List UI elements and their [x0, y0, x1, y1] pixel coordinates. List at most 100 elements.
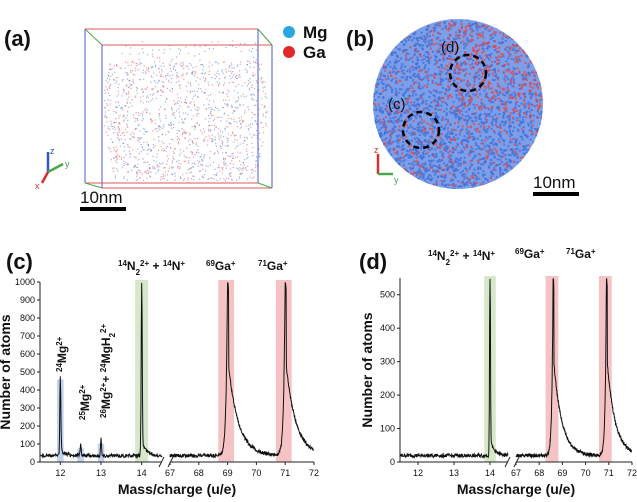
atom-dot — [394, 119, 396, 122]
atom-dot — [136, 175, 138, 177]
atom-dot — [117, 127, 120, 129]
atom-dot — [239, 173, 241, 175]
atom-dot — [192, 70, 194, 72]
atom-dot — [212, 139, 214, 141]
atom-dot — [479, 168, 482, 170]
atom-dot — [487, 74, 490, 77]
atom-dot — [118, 122, 120, 124]
atom-dot — [123, 119, 125, 121]
atom-dot — [507, 115, 510, 118]
atom-dot — [514, 72, 517, 75]
atom-dot — [447, 167, 450, 170]
atom-dot — [216, 72, 218, 74]
atom-dot — [137, 69, 139, 71]
atom-dot — [455, 110, 458, 113]
atom-dot — [234, 110, 236, 112]
atom-dot — [228, 99, 230, 101]
atom-dot — [401, 84, 404, 87]
atom-dot — [396, 134, 399, 137]
atom-dot — [389, 138, 392, 141]
atom-dot — [202, 168, 204, 170]
atom-dot — [541, 118, 543, 121]
atom-dot — [439, 39, 442, 42]
atom-dot — [160, 94, 162, 96]
atom-dot — [396, 109, 399, 112]
atom-dot — [415, 149, 418, 152]
atom-dot — [467, 139, 470, 142]
atom-dot — [236, 121, 238, 123]
atom-dot — [163, 142, 165, 144]
atom-dot — [106, 116, 108, 118]
atom-dot — [487, 54, 490, 56]
atom-dot — [178, 167, 180, 170]
atom-dot — [402, 141, 405, 143]
atom-dot — [442, 79, 445, 82]
atom-dot — [388, 84, 391, 87]
atom-dot — [465, 131, 468, 134]
atom-dot — [199, 170, 201, 172]
atom-dot — [442, 127, 445, 130]
atom-dot — [391, 54, 394, 56]
atom-dot — [162, 85, 164, 87]
atom-dot — [105, 131, 107, 133]
atom-dot — [171, 106, 173, 109]
atom-dot — [108, 86, 111, 88]
atom-dot — [415, 154, 418, 157]
atom-dot — [488, 146, 491, 149]
atom-dot — [171, 58, 173, 60]
atom-dot — [469, 160, 472, 163]
atom-dot — [411, 131, 414, 134]
atom-dot — [161, 150, 163, 152]
atom-dot — [445, 113, 448, 116]
atom-dot — [461, 26, 463, 29]
atom-dot — [394, 81, 397, 84]
atom-dot — [412, 160, 415, 163]
atom-dot — [455, 51, 458, 54]
atom-dot — [440, 70, 443, 73]
atom-dot — [252, 72, 254, 74]
atom-dot — [508, 89, 511, 92]
atom-dot — [393, 112, 396, 115]
atom-dot — [103, 125, 105, 127]
atom-dot — [179, 115, 181, 117]
atom-dot — [115, 101, 117, 103]
y-tick-label: 800 — [20, 313, 35, 323]
atom-dot — [152, 66, 154, 68]
atom-dot — [509, 53, 512, 56]
atom-dot — [258, 149, 260, 151]
atom-dot — [508, 116, 511, 119]
atom-dot — [222, 158, 225, 160]
atom-dot — [135, 87, 137, 89]
atom-dot — [532, 70, 535, 73]
atom-dot — [469, 34, 472, 37]
atom-dot — [242, 169, 244, 171]
atom-dot — [386, 144, 389, 147]
x-tick-label: 12 — [413, 468, 423, 478]
atom-dot — [514, 150, 517, 153]
atom-dot — [439, 146, 442, 149]
atom-dot — [418, 134, 421, 136]
atom-dot — [489, 177, 492, 180]
atom-dot — [142, 95, 144, 97]
atom-dot — [249, 133, 251, 135]
atom-dot — [149, 94, 152, 96]
atom-dot — [388, 61, 391, 64]
atom-dot — [433, 120, 436, 123]
atom-dot — [158, 79, 160, 81]
atom-dot — [493, 147, 496, 150]
atom-dot — [413, 90, 416, 93]
atom-dot — [481, 173, 484, 176]
atom-dot — [239, 43, 241, 45]
atom-dot — [146, 67, 148, 69]
atom-dot — [431, 80, 434, 83]
atom-dot — [136, 92, 138, 94]
atom-dot — [229, 70, 232, 72]
atom-dot — [375, 92, 378, 95]
atom-dot — [115, 156, 117, 158]
atom-dot — [495, 150, 498, 153]
atom-dot — [413, 171, 416, 174]
atom-dot — [501, 100, 504, 103]
atom-dot — [446, 135, 449, 138]
atom-dot — [425, 51, 427, 54]
atom-dot — [253, 99, 255, 101]
